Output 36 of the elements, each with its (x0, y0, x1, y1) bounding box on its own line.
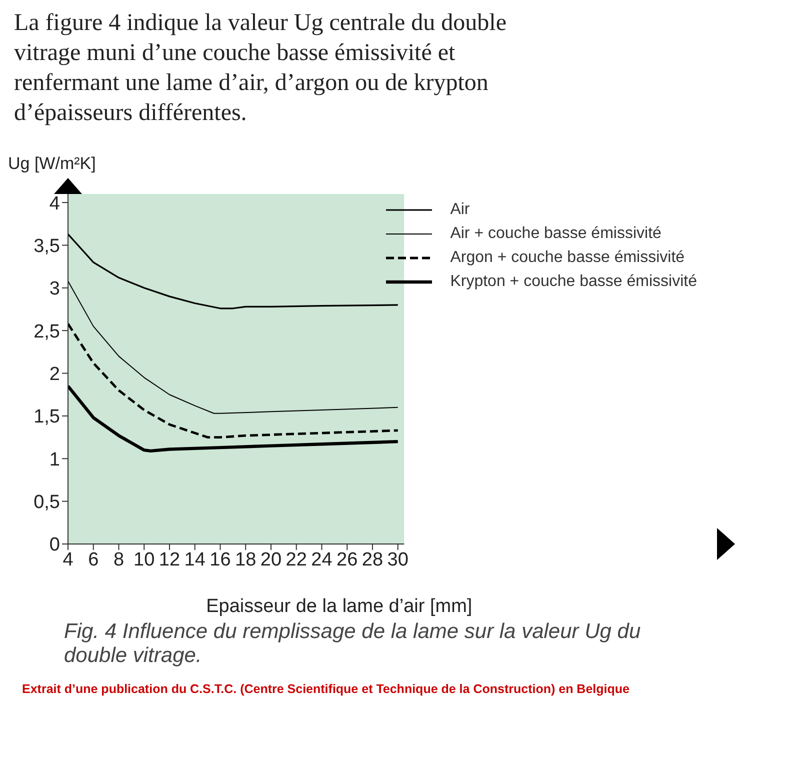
y-tick-label: 3 (49, 278, 60, 300)
y-tick-label: 0,5 (34, 492, 60, 514)
x-tick-label: 26 (336, 549, 358, 570)
legend-label: Air + couche basse émissivité (450, 225, 662, 243)
chart-title: La figure 4 indique la valeur Ug centrale du double vitrage muni d’une couche basse émissivité et renfermant une lame d’air, d’argon ou de krypton d’épaisseurs différentes. (14, 9, 508, 128)
y-tick-label: 3,5 (34, 236, 60, 257)
x-tick-label: 28 (362, 549, 384, 570)
caption: Fig. 4 Influence du remplissage de la lame sur la valeur Ug du double vitrage. (64, 620, 642, 668)
x-tick-label: 16 (210, 549, 231, 570)
x-tick-label: 22 (286, 549, 307, 570)
y-tick-label: 0 (49, 534, 60, 556)
x-axis-title: Epaisseur de la lame d’air [mm] (206, 596, 472, 617)
x-tick-label: 30 (387, 549, 408, 570)
x-tick-label: 6 (88, 549, 99, 570)
line-series (68, 322, 400, 438)
x-tick-label: 20 (260, 549, 282, 570)
x-tick-label: 18 (235, 549, 256, 570)
y-tick-label: 1,5 (34, 406, 60, 428)
y-tick-label: 2 (49, 364, 60, 386)
y-tick-label: 1 (49, 449, 60, 470)
text: Extrait d’une publication du C.S.T.C. (Centre Scientifique et Technique de la Construction) en Belgique (22, 682, 630, 696)
x-tick-label: 14 (184, 549, 206, 570)
y-tick-label: 2,5 (34, 321, 60, 342)
x-tick-label: 8 (113, 549, 124, 570)
x-tick-label: 12 (158, 549, 180, 570)
legend-label: Argon + couche basse émissivité (450, 249, 685, 267)
x-tick-label: 24 (311, 549, 333, 570)
x-tick-label: 10 (134, 549, 155, 570)
legend-label: Air (450, 201, 470, 219)
legend-label: Krypton + couche basse émissivité (450, 273, 697, 291)
y-tick-label: 4 (49, 193, 60, 214)
line-series (68, 384, 400, 453)
line-series (68, 280, 398, 414)
x-tick-label: 4 (62, 549, 74, 570)
line-series (68, 233, 399, 310)
y-axis-title: Ug [W/m²K] (8, 154, 96, 174)
